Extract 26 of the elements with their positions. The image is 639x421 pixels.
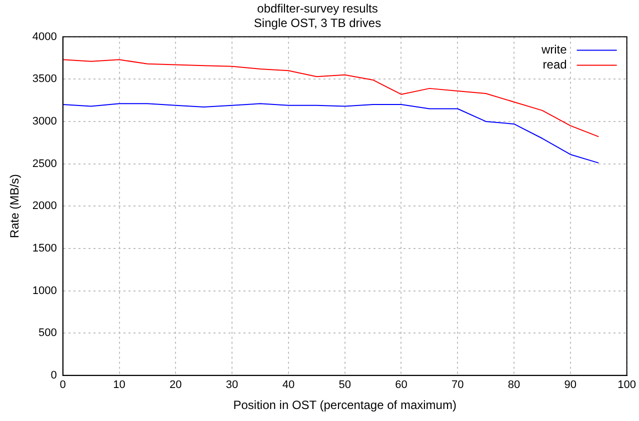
x-tick-label: 0 (60, 379, 66, 392)
x-tick-label: 20 (170, 379, 182, 392)
y-tick-label: 1000 (32, 284, 57, 297)
y-tick-label: 3500 (32, 73, 57, 86)
x-tick-label: 80 (508, 379, 520, 392)
chart-title: obdfilter-survey results (257, 2, 378, 16)
x-tick-label: 100 (618, 379, 636, 392)
x-tick-label: 50 (338, 379, 351, 392)
x-axis-title: Position in OST (percentage of maximum) (233, 398, 456, 412)
y-tick-label: 1500 (32, 242, 57, 254)
legend-label: read (542, 58, 567, 72)
x-tick-label: 10 (113, 379, 126, 392)
x-tick-label: 30 (226, 379, 238, 392)
legend-label: write (540, 42, 568, 57)
x-tick-label: 60 (395, 379, 408, 392)
y-tick-label: 0 (50, 369, 57, 382)
chart-subtitle: Single OST, 3 TB drives (254, 16, 382, 30)
x-tick-label: 70 (452, 379, 464, 392)
y-tick-label: 500 (38, 327, 57, 340)
y-axis-title: Rate (MB/s) (8, 174, 22, 238)
x-tick-label: 90 (564, 379, 577, 392)
x-tick-label: 40 (282, 379, 295, 392)
y-tick-label: 2500 (32, 158, 57, 170)
y-tick-label: 4000 (32, 30, 57, 43)
y-tick-label: 2000 (32, 200, 57, 212)
y-tick-label: 3000 (32, 115, 57, 128)
